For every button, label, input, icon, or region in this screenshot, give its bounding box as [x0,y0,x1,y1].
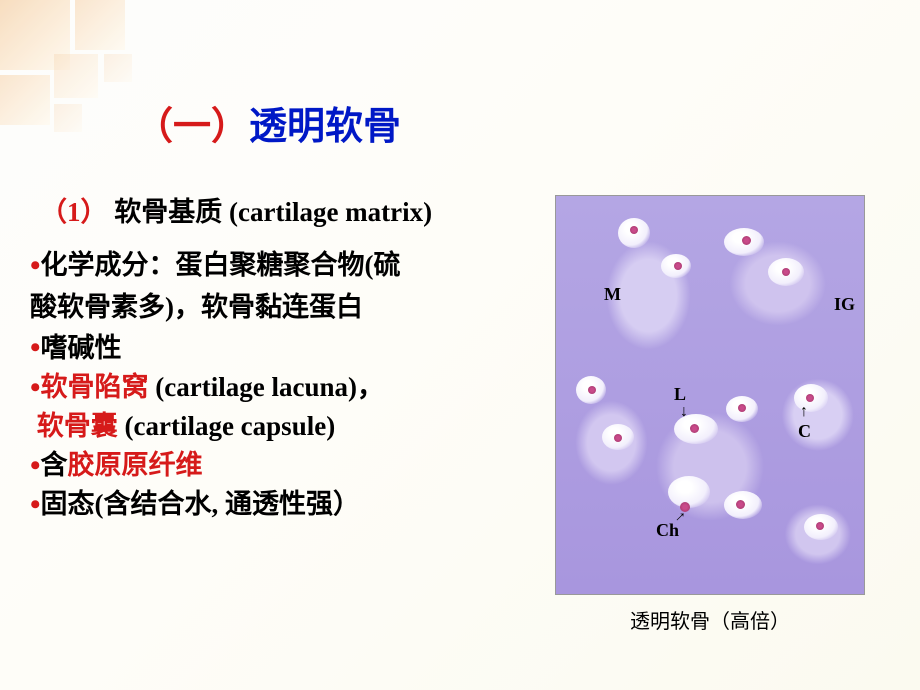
arrow-c-icon: ↑ [800,403,808,421]
bullet-3-line2: 软骨囊 (cartilage capsule) [30,407,500,446]
content-block: •化学成分：蛋白聚糖聚合物(硫 酸软骨素多)，软骨黏连蛋白 •嗜碱性 •软骨陷窝… [30,245,500,524]
bullet-icon: • [30,251,41,281]
subhead-number: （1） [40,197,108,227]
title-number: （一） [135,106,249,148]
bullet-icon: • [30,373,41,403]
arrow-l-icon: ↓ [680,403,688,421]
slide-title: （一）透明软骨 [135,95,401,150]
bullet-icon: • [30,333,41,363]
bullet-icon: • [30,451,41,481]
bullet-icon: • [30,490,41,520]
label-l: L [674,384,686,405]
arrow-ch-icon: ↑ [671,508,689,526]
bullet-5: •固态(含结合水, 通透性强） [30,485,500,524]
bullet-1-line1: •化学成分：蛋白聚糖聚合物(硫 [30,245,500,287]
label-c: C [798,421,811,442]
subhead-text-en: (cartilage matrix) [229,197,432,227]
figure-caption: 透明软骨（高倍） [555,605,865,634]
bullet-1-line2: 酸软骨素多)，软骨黏连蛋白 [30,287,500,329]
title-text: 透明软骨 [249,106,401,148]
subhead-text-zh: 软骨基质 [114,197,222,227]
label-m: M [604,284,621,305]
bullet-4: •含胶原原纤维 [30,446,500,485]
label-ig: IG [834,294,855,315]
subheading: （1） 软骨基质 (cartilage matrix) [40,190,432,229]
histology-image: M IG L ↓ C ↑ Ch ↑ [555,195,865,595]
bullet-3-line1: •软骨陷窝 (cartilage lacuna)， [30,368,500,407]
figure-area: M IG L ↓ C ↑ Ch ↑ 透明软骨（高倍） [555,195,865,634]
bullet-2: •嗜碱性 [30,329,500,368]
